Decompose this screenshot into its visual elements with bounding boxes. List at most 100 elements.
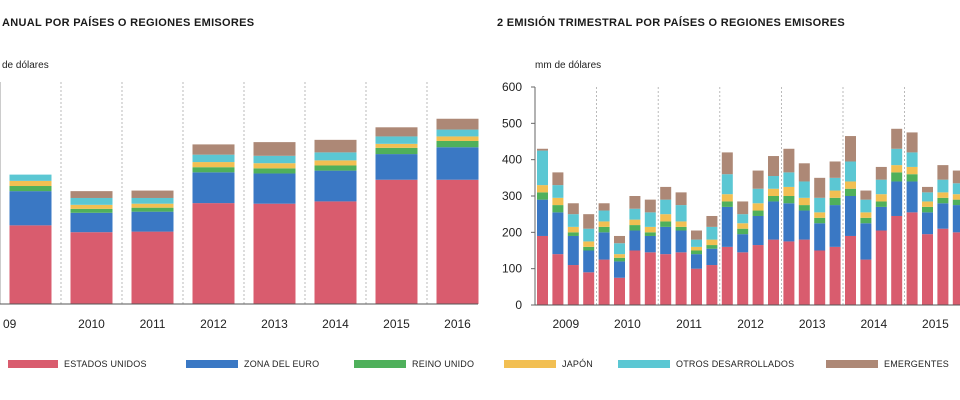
bar-segment-otros <box>537 150 548 186</box>
bar-segment-estados_unidos <box>691 268 702 305</box>
bar-segment-otros <box>192 154 235 163</box>
bar-segment-reino_unido <box>675 226 687 231</box>
bar-segment-estados_unidos <box>537 235 548 305</box>
bar-segment-otros <box>9 174 52 181</box>
x-tick-label: 2013 <box>799 317 826 331</box>
bar-segment-japon <box>691 246 702 251</box>
bar-segment-estados_unidos <box>814 250 826 305</box>
bar-segment-reino_unido <box>952 199 960 206</box>
bar-segment-otros <box>253 155 296 164</box>
bar-segment-japon <box>314 160 357 166</box>
bar-segment-zona_euro <box>552 212 564 255</box>
bar-segment-emergentes <box>906 132 918 153</box>
legend-label: OTROS DESARROLLADOS <box>676 359 795 369</box>
bar-segment-estados_unidos <box>552 254 564 305</box>
bar-segment-reino_unido <box>598 226 610 233</box>
bar-segment-emergentes <box>537 148 548 151</box>
bar-segment-otros <box>675 205 687 222</box>
bar-segment-emergentes <box>691 230 702 240</box>
legend-swatch <box>826 360 878 368</box>
bar-segment-japon <box>537 185 548 193</box>
bar-segment-reino_unido <box>783 196 795 204</box>
bar-segment-otros <box>768 176 779 189</box>
bar-segment-reino_unido <box>614 257 625 262</box>
bar-segment-japon <box>721 194 733 202</box>
y-tick-label: 500 <box>502 116 522 130</box>
chart-1-title: ANUAL POR PAÍSES O REGIONES EMISORES <box>2 17 255 29</box>
x-tick-label: 2012 <box>737 317 764 331</box>
bar-segment-zona_euro <box>845 196 856 236</box>
legend-swatch <box>186 360 238 368</box>
legend-item-estados-unidos: ESTADOS UNIDOS <box>8 354 147 374</box>
bar-segment-zona_euro <box>192 172 235 204</box>
bar-segment-estados_unidos <box>706 265 718 305</box>
bar-segment-otros <box>937 179 949 193</box>
legend-label: REINO UNIDO <box>412 359 475 369</box>
bar-segment-zona_euro <box>131 211 174 232</box>
bar-segment-zona_euro <box>798 210 810 240</box>
bar-segment-emergentes <box>375 127 418 137</box>
bar-segment-emergentes <box>814 177 826 198</box>
bar-segment-reino_unido <box>567 232 579 236</box>
bar-segment-estados_unidos <box>644 252 656 305</box>
bar-segment-reino_unido <box>737 228 749 235</box>
bar-segment-emergentes <box>70 191 113 198</box>
bar-segment-zona_euro <box>583 250 595 273</box>
bar-segment-zona_euro <box>860 223 872 260</box>
legend-label: JAPÓN <box>562 359 594 369</box>
bar-segment-otros <box>906 152 918 167</box>
bar-segment-zona_euro <box>875 206 887 231</box>
y-tick-label: 100 <box>502 262 522 276</box>
bar-segment-emergentes <box>644 199 656 213</box>
bar-segment-japon <box>70 204 113 209</box>
bar-segment-reino_unido <box>798 205 810 211</box>
bar-segment-zona_euro <box>598 232 610 260</box>
bar-segment-japon <box>253 163 296 169</box>
bar-segment-reino_unido <box>629 225 641 231</box>
bar-segment-emergentes <box>768 156 779 177</box>
bar-segment-zona_euro <box>952 205 960 233</box>
bar-segment-japon <box>436 136 479 141</box>
legend-label: ZONA DEL EURO <box>244 359 320 369</box>
bar-segment-reino_unido <box>845 188 856 196</box>
bar-segment-japon <box>768 188 779 196</box>
bar-segment-emergentes <box>798 163 810 182</box>
x-tick-label: 2016 <box>444 317 471 331</box>
x-tick-label: 09 <box>3 317 17 331</box>
chart-2-quarterly-issuance: 600 500 400 300 200 100 0 2009 2010 2011 2012 2013 2… <box>502 80 960 331</box>
bar-segment-otros <box>644 212 656 227</box>
chart-2-unit-label: mm de dólares <box>535 60 602 71</box>
bar-segment-reino_unido <box>691 250 702 255</box>
bar-segment-japon <box>952 194 960 200</box>
bar-segment-estados_unidos <box>952 232 960 305</box>
bar-segment-otros <box>922 192 933 202</box>
chart-1-unit-label: de dólares <box>2 60 49 71</box>
bar-segment-estados_unidos <box>798 239 810 305</box>
bar-segment-emergentes <box>629 196 641 209</box>
legend-item-zona-del-euro: ZONA DEL EURO <box>186 354 319 374</box>
bar-segment-emergentes <box>253 142 296 156</box>
bar-segment-japon <box>737 223 749 229</box>
bar-segment-zona_euro <box>814 223 826 251</box>
y-tick-label: 600 <box>502 80 522 94</box>
legend-item-emergentes: EMERGENTES <box>826 354 949 374</box>
bar-segment-japon <box>583 241 595 247</box>
bar-segment-estados_unidos <box>629 250 641 305</box>
bar-segment-estados_unidos <box>567 265 579 305</box>
bar-segment-otros <box>875 179 887 195</box>
bar-segment-reino_unido <box>875 201 887 207</box>
bar-segment-emergentes <box>891 128 903 149</box>
bar-segment-reino_unido <box>891 172 903 182</box>
bar-segment-reino_unido <box>70 208 113 213</box>
x-tick-label: 2012 <box>200 317 227 331</box>
bar-segment-zona_euro <box>253 173 296 204</box>
bar-segment-japon <box>614 254 625 258</box>
bar-segment-otros <box>860 199 872 213</box>
bar-segment-emergentes <box>131 190 174 198</box>
bar-segment-japon <box>814 212 826 218</box>
bar-segment-reino_unido <box>644 232 656 236</box>
x-tick-label: 2010 <box>614 317 641 331</box>
bar-segment-otros <box>952 183 960 195</box>
bar-segment-otros <box>737 214 749 224</box>
bar-segment-zona_euro <box>706 248 718 266</box>
